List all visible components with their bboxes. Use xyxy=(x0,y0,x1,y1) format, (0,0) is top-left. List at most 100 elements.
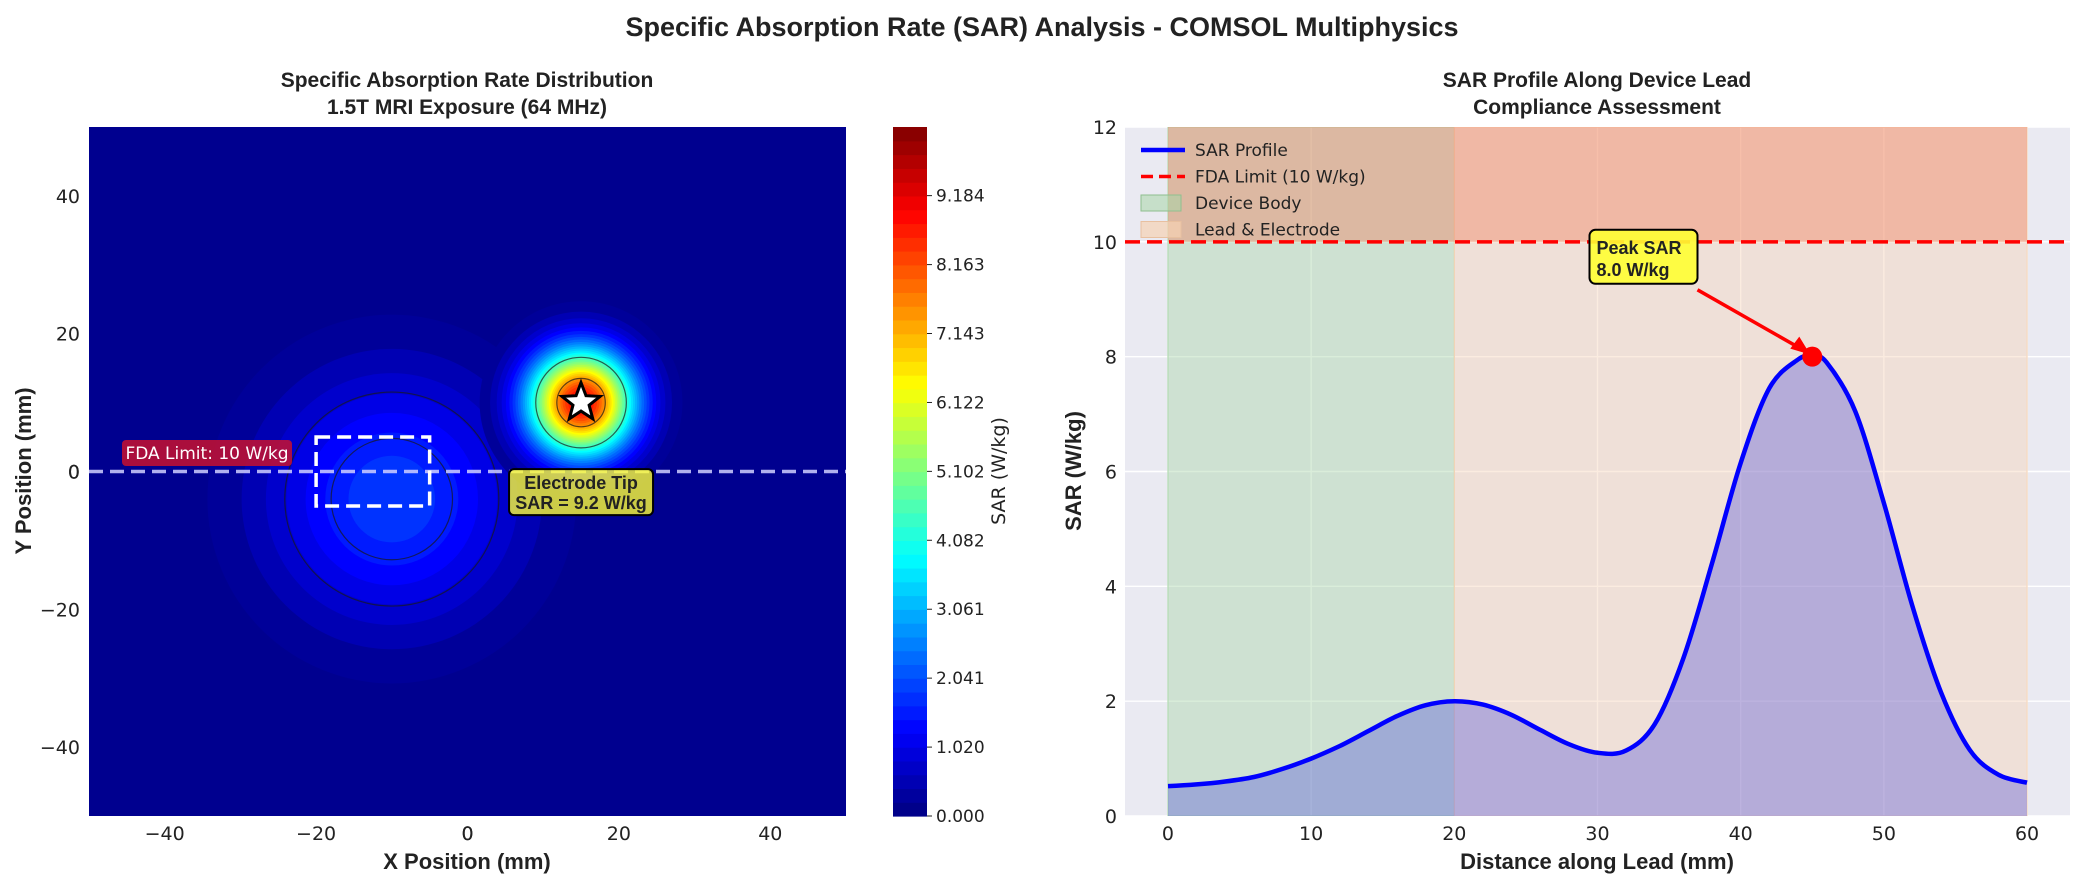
legend: SAR Profile FDA Limit (10 W/kg) Device Bod… xyxy=(1140,141,1366,241)
contour-level xyxy=(348,455,436,543)
heatmap-x-tick: −20 xyxy=(296,823,336,845)
colorbar-segment xyxy=(893,471,927,486)
profile-x-tick: 40 xyxy=(1729,823,1753,845)
profile-title-line2: Compliance Assessment xyxy=(1473,96,1721,119)
electrode-annotation-box xyxy=(508,468,655,517)
colorbar-segment xyxy=(893,650,927,666)
colorbar-segment xyxy=(893,747,927,762)
colorbar-segment xyxy=(893,278,927,293)
legend-label-device-body: Device Body xyxy=(1195,194,1301,214)
colorbar-tick-label: 4.082 xyxy=(936,531,985,551)
colorbar-segment xyxy=(893,678,927,693)
colorbar-segment xyxy=(893,195,927,211)
legend-label-sar-profile: SAR Profile xyxy=(1195,141,1288,161)
profile-y-tick: 4 xyxy=(1105,576,1117,598)
colorbar-segment xyxy=(893,237,927,252)
heatmap-y-axis-label: Y Position (mm) xyxy=(11,387,36,554)
heatmap-x-tick: 20 xyxy=(607,823,631,845)
profile-x-tick: 30 xyxy=(1585,823,1609,845)
colorbar-segment xyxy=(893,388,927,404)
fda-label-text: FDA Limit: 10 W/kg xyxy=(125,444,288,464)
colorbar-segment xyxy=(893,292,927,307)
profile-x-tick: 60 xyxy=(2015,823,2039,845)
colorbar-segment xyxy=(893,375,927,390)
heatmap-y-tick: 0 xyxy=(68,462,80,484)
colorbar-segment xyxy=(893,499,927,514)
colorbar-segment xyxy=(893,664,927,679)
above-limit-band xyxy=(1167,127,2028,242)
colorbar-segment xyxy=(893,251,927,266)
colorbar-segment xyxy=(893,567,927,583)
colorbar-segment xyxy=(893,127,927,142)
colorbar-tick-label: 8.163 xyxy=(936,256,985,276)
heatmap-x-axis-label: X Position (mm) xyxy=(383,849,550,874)
peak-arrow-line xyxy=(1696,288,1806,353)
sar-profile-line xyxy=(1167,353,2028,789)
colorbar-segment xyxy=(893,512,927,528)
colorbar-tick-label: 1.020 xyxy=(936,738,985,758)
profile-y-tick: 6 xyxy=(1105,462,1117,484)
profile-title-line1: SAR Profile Along Device Lead xyxy=(1443,69,1751,92)
colorbar-tick-label: 3.061 xyxy=(936,600,985,620)
profile-y-tick: 0 xyxy=(1105,806,1117,828)
profile-x-tick: 0 xyxy=(1162,823,1174,845)
legend-label-lead-electrode: Lead & Electrode xyxy=(1195,221,1340,241)
sar-profile-area xyxy=(1168,355,2027,816)
colorbar-segment xyxy=(893,333,927,349)
heatmap-x-tick: −40 xyxy=(145,823,185,845)
sar-heatmap-panel: Specific Absorption Rate Distribution 1.… xyxy=(11,69,1010,874)
electrode-annotation-line1: Electrode Tip xyxy=(524,473,638,493)
fda-limit-label: FDA Limit: 10 W/kg xyxy=(122,440,292,466)
legend-swatch-device-body xyxy=(1140,194,1182,212)
heatmap-title-line2: 1.5T MRI Exposure (64 MHz) xyxy=(327,96,607,119)
colorbar-segment xyxy=(893,760,927,776)
colorbar-tick-label: 2.041 xyxy=(936,669,985,689)
heatmap-x-tick: 40 xyxy=(758,823,782,845)
colorbar-segment xyxy=(893,154,927,169)
heatmap-y-tick: 0 xyxy=(68,462,80,484)
colorbar-segment xyxy=(893,402,927,417)
colorbar-segment xyxy=(893,361,927,376)
colorbar-tick-label: 6.122 xyxy=(936,393,985,413)
heatmap-title-line1: Specific Absorption Rate Distribution xyxy=(281,69,654,92)
colorbar: 0.000 1.020 2.041 3.061 4.082 5.102 6.122 7.143… xyxy=(893,127,985,827)
profile-y-tick: 2 xyxy=(1105,691,1117,713)
colorbar-segment xyxy=(893,306,927,321)
peak-label-line1: Peak SAR xyxy=(1597,238,1682,258)
colorbar-segment xyxy=(893,416,927,431)
colorbar-segment xyxy=(893,774,927,790)
colorbar-segment xyxy=(893,636,927,652)
profile-y-tick: 8 xyxy=(1105,347,1117,369)
colorbar-tick-label: 5.102 xyxy=(936,462,985,482)
colorbar-segment xyxy=(893,168,927,183)
heatmap-y-tick: −20 xyxy=(40,599,80,621)
colorbar-segment xyxy=(893,209,927,225)
colorbar-label: SAR (W/kg) xyxy=(988,417,1010,525)
profile-x-axis-label: Distance along Lead (mm) xyxy=(1460,849,1734,874)
electrode-tip-star-icon xyxy=(557,378,605,423)
profile-x-tick: 20 xyxy=(1442,823,1466,845)
heatmap-x-tick: 0 xyxy=(461,823,473,845)
colorbar-segment xyxy=(893,595,927,610)
profile-axis-ticks: 0 10 20 30 40 50 60 0 2 4 6 8 10 12 xyxy=(1093,117,2039,845)
colorbar-segment xyxy=(893,223,927,238)
contour-line xyxy=(284,391,500,607)
colorbar-segment xyxy=(893,540,927,555)
colorbar-segment xyxy=(893,443,927,459)
contour-line xyxy=(535,356,627,449)
colorbar-segment xyxy=(893,733,927,748)
peak-label-box xyxy=(1588,228,1699,285)
colorbar-segment xyxy=(893,182,927,197)
heatmap-y-tick: −40 xyxy=(40,737,80,759)
heatmap-y-tick: 40 xyxy=(56,186,80,208)
heatmap-x-tick: 0 xyxy=(461,823,473,845)
colorbar-segment xyxy=(893,581,927,597)
colorbar-segment xyxy=(893,719,927,734)
colorbar-segment xyxy=(893,788,927,803)
colorbar-segment xyxy=(893,802,927,817)
